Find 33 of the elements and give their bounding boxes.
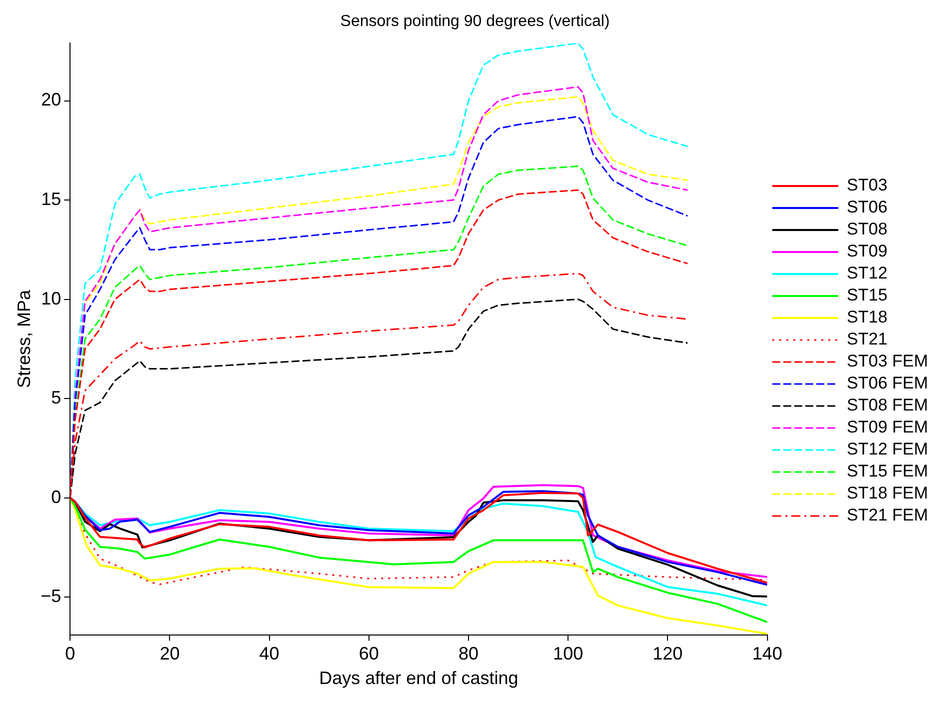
y-tick-label: −5 (40, 586, 62, 606)
x-axis-title: Days after end of casting (319, 668, 518, 688)
chart-title: Sensors pointing 90 degrees (vertical) (340, 13, 610, 30)
legend-label: ST03 (846, 176, 888, 195)
y-tick-label: 0 (51, 486, 62, 507)
x-tick-label: 20 (160, 644, 180, 664)
legend-label: ST21 (846, 330, 888, 349)
y-axis-title: Stress, MPa (14, 289, 34, 388)
legend-label: ST18 FEM (846, 484, 928, 503)
x-tick-label: 0 (65, 644, 76, 664)
legend-label: ST12 FEM (846, 440, 928, 459)
y-tick-label: 15 (41, 189, 62, 209)
legend-label: ST09 (846, 242, 888, 261)
legend-label: ST03 FEM (846, 352, 928, 371)
legend-label: ST12 (846, 264, 888, 283)
x-tick-label: 80 (458, 644, 479, 664)
x-tick-label: 40 (259, 644, 280, 664)
legend-label: ST06 FEM (846, 374, 928, 393)
legend-label: ST15 (846, 286, 888, 305)
legend-label: ST21 FEM (846, 506, 928, 525)
legend-label: ST08 (846, 220, 888, 239)
legend-label: ST18 (846, 308, 888, 327)
legend-label: ST15 FEM (846, 462, 928, 481)
x-tick-label: 140 (752, 644, 782, 664)
y-tick-label: 20 (41, 90, 62, 110)
legend-label: ST06 (846, 198, 888, 217)
x-tick-label: 60 (358, 644, 379, 664)
x-tick-label: 120 (652, 644, 683, 664)
y-tick-label: 10 (41, 288, 62, 308)
x-tick-label: 100 (553, 644, 584, 664)
legend-label: ST08 FEM (846, 396, 928, 415)
legend-label: ST09 FEM (846, 418, 928, 437)
y-tick-label: 5 (51, 388, 62, 408)
